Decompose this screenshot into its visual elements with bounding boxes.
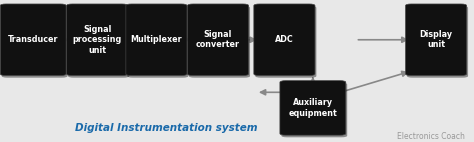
Text: Auxiliary
equipment: Auxiliary equipment xyxy=(289,98,337,118)
FancyBboxPatch shape xyxy=(188,4,248,76)
FancyBboxPatch shape xyxy=(254,4,315,76)
FancyBboxPatch shape xyxy=(280,81,346,135)
FancyBboxPatch shape xyxy=(2,6,67,78)
FancyBboxPatch shape xyxy=(0,4,66,76)
FancyBboxPatch shape xyxy=(405,4,466,76)
FancyBboxPatch shape xyxy=(282,83,347,137)
FancyBboxPatch shape xyxy=(255,6,316,78)
FancyBboxPatch shape xyxy=(126,4,187,76)
FancyBboxPatch shape xyxy=(66,4,128,76)
Text: Transducer: Transducer xyxy=(8,35,58,44)
Text: Digital Instrumentation system: Digital Instrumentation system xyxy=(74,123,257,133)
Text: ADC: ADC xyxy=(275,35,294,44)
Text: Signal
converter: Signal converter xyxy=(196,30,240,49)
Text: Display
unit: Display unit xyxy=(419,30,453,49)
FancyBboxPatch shape xyxy=(127,6,189,78)
Text: Electronics Coach: Electronics Coach xyxy=(397,132,465,141)
Text: Signal
processing
unit: Signal processing unit xyxy=(73,25,122,55)
Text: Multiplexer: Multiplexer xyxy=(131,35,182,44)
FancyBboxPatch shape xyxy=(407,6,468,78)
FancyBboxPatch shape xyxy=(68,6,129,78)
FancyBboxPatch shape xyxy=(189,6,250,78)
